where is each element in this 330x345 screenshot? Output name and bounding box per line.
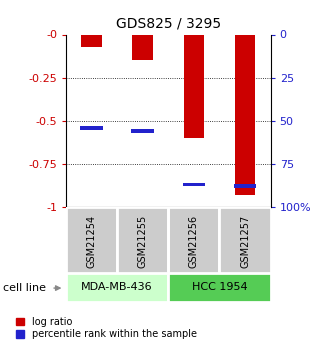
Bar <box>133 34 153 60</box>
Bar <box>219 207 271 273</box>
Title: GDS825 / 3295: GDS825 / 3295 <box>116 17 221 31</box>
Text: GSM21254: GSM21254 <box>86 215 97 268</box>
Text: GSM21255: GSM21255 <box>138 215 148 268</box>
Text: MDA-MB-436: MDA-MB-436 <box>81 283 153 293</box>
Text: cell line: cell line <box>3 283 46 293</box>
Bar <box>168 274 271 302</box>
Bar <box>131 129 154 133</box>
Bar <box>182 183 205 186</box>
Bar <box>168 207 219 273</box>
Bar <box>117 207 168 273</box>
Bar <box>81 34 102 47</box>
Bar <box>66 207 117 273</box>
Bar <box>80 126 103 130</box>
Text: HCC 1954: HCC 1954 <box>192 283 247 293</box>
Bar <box>183 34 204 138</box>
Legend: log ratio, percentile rank within the sample: log ratio, percentile rank within the sa… <box>15 316 198 340</box>
Bar <box>234 184 256 188</box>
Text: GSM21256: GSM21256 <box>189 215 199 268</box>
Bar <box>235 34 255 195</box>
Text: GSM21257: GSM21257 <box>240 215 250 268</box>
Bar <box>66 274 168 302</box>
